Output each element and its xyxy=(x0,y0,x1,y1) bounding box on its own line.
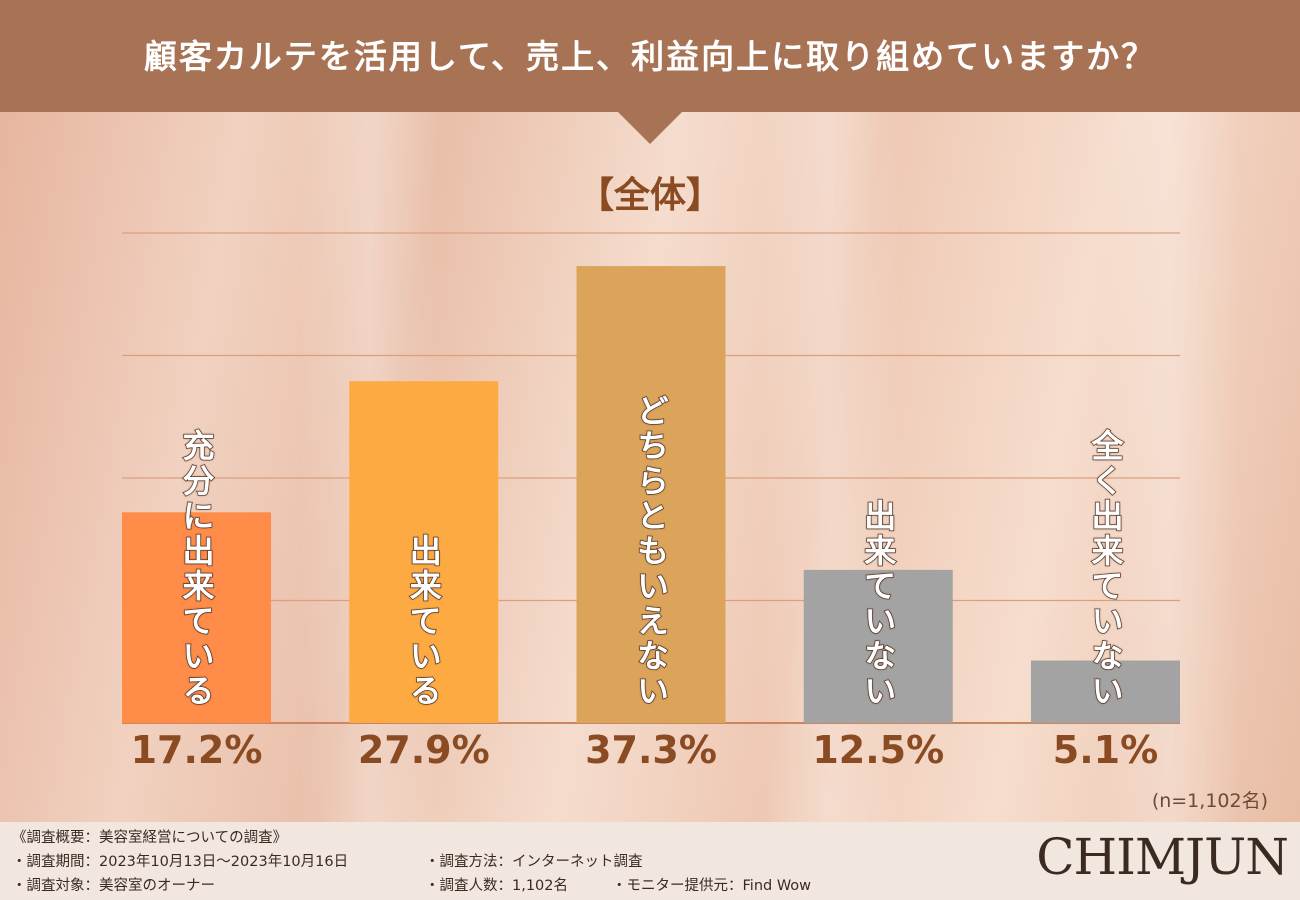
footer xyxy=(0,822,1300,900)
bar xyxy=(349,381,499,723)
sample-size-note: (n=1,102名) xyxy=(1151,790,1268,812)
bar-category-label: 出来ている xyxy=(404,533,444,710)
bar-value-label: 27.9% xyxy=(357,728,490,772)
bar xyxy=(576,266,726,723)
survey-period: ・調査期間：2023年10月13日〜2023年10月16日 xyxy=(12,854,349,870)
chart-title: 【全体】 xyxy=(577,175,722,216)
bar-category-label: 充分に出来ている xyxy=(177,428,217,710)
header-banner xyxy=(0,0,1300,112)
header-pointer xyxy=(616,110,684,144)
survey-provider: ・モニター提供元：Find Wow xyxy=(612,878,812,894)
bar-value-label: 37.3% xyxy=(585,728,717,772)
bar-value-label: 5.1% xyxy=(1052,728,1159,772)
survey-method: ・調査方法：インターネット調査 xyxy=(425,854,643,870)
brand-logo: CHIMJUN xyxy=(1036,828,1289,886)
bar xyxy=(122,512,271,723)
survey-target: ・調査対象：美容室のオーナー xyxy=(12,878,215,894)
bar xyxy=(803,569,953,723)
survey-overview: 《調査概要：美容室経営についての調査》 xyxy=(12,830,288,846)
survey-count: ・調査人数：1,102名 xyxy=(425,878,569,894)
bar-value-label: 17.2% xyxy=(130,728,263,772)
bar xyxy=(1031,660,1180,723)
bar-category-label: 出来ていない xyxy=(859,498,899,710)
bar-category-label: 全く出来ていない xyxy=(1086,428,1126,710)
page-title: 顧客カルテを活用して、売上、利益向上に取り組めていますか？ xyxy=(143,37,1157,76)
bar-value-label: 12.5% xyxy=(812,728,945,772)
bar-category-label: どちらともいえない xyxy=(631,393,671,710)
